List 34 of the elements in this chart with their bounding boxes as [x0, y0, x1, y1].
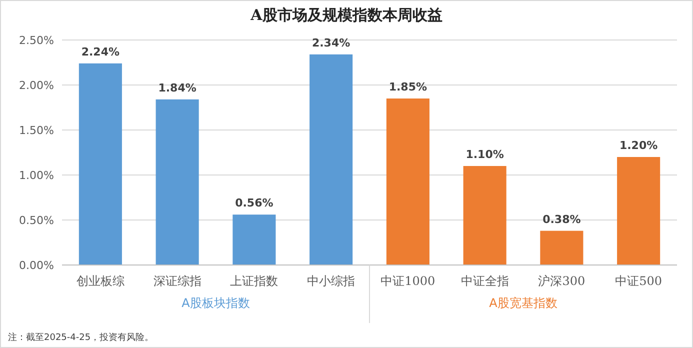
x-tick-label: 沪深300	[538, 274, 586, 288]
y-tick-label: 2.50%	[19, 34, 54, 47]
chart-title: A股市场及规模指数本周收益	[250, 6, 442, 24]
text: 注：截至2025-4-25，投资有风险。	[8, 332, 154, 343]
x-tick-label: 中证全指	[460, 274, 509, 288]
bar	[310, 54, 353, 265]
x-tick-label: 中证1000	[380, 274, 436, 288]
bar	[463, 166, 506, 265]
y-tick-label: 2.00%	[19, 79, 54, 92]
text: A股宽基指数	[489, 296, 558, 310]
data-label: 1.85%	[388, 80, 428, 94]
x-tick-label: 深证综指	[153, 274, 202, 288]
bar	[78, 63, 122, 265]
x-tick-label: 中小综指	[307, 274, 356, 288]
x-tick-label: 上证指数	[230, 274, 278, 288]
data-label: 0.56%	[235, 196, 274, 210]
y-tick-label: 1.00%	[19, 169, 54, 182]
bar	[386, 98, 430, 265]
bar	[232, 214, 276, 265]
x-tick-label: 创业板综	[76, 274, 124, 288]
bar	[156, 99, 199, 265]
data-label: 1.20%	[619, 139, 658, 152]
bar	[540, 230, 584, 265]
data-label: 2.34%	[312, 36, 350, 50]
data-label: 1.84%	[158, 81, 196, 94]
data-label: 2.24%	[81, 45, 120, 58]
data-label: 0.38%	[542, 212, 581, 226]
text: A股板块指数	[182, 296, 250, 310]
x-tick-label: 中证500	[615, 274, 662, 288]
y-tick-label: 1.50%	[19, 124, 54, 137]
data-label: 1.10%	[466, 148, 504, 161]
y-tick-label: 0.50%	[19, 214, 54, 227]
y-tick-label: 0.00%	[19, 259, 54, 272]
bar	[617, 157, 660, 265]
